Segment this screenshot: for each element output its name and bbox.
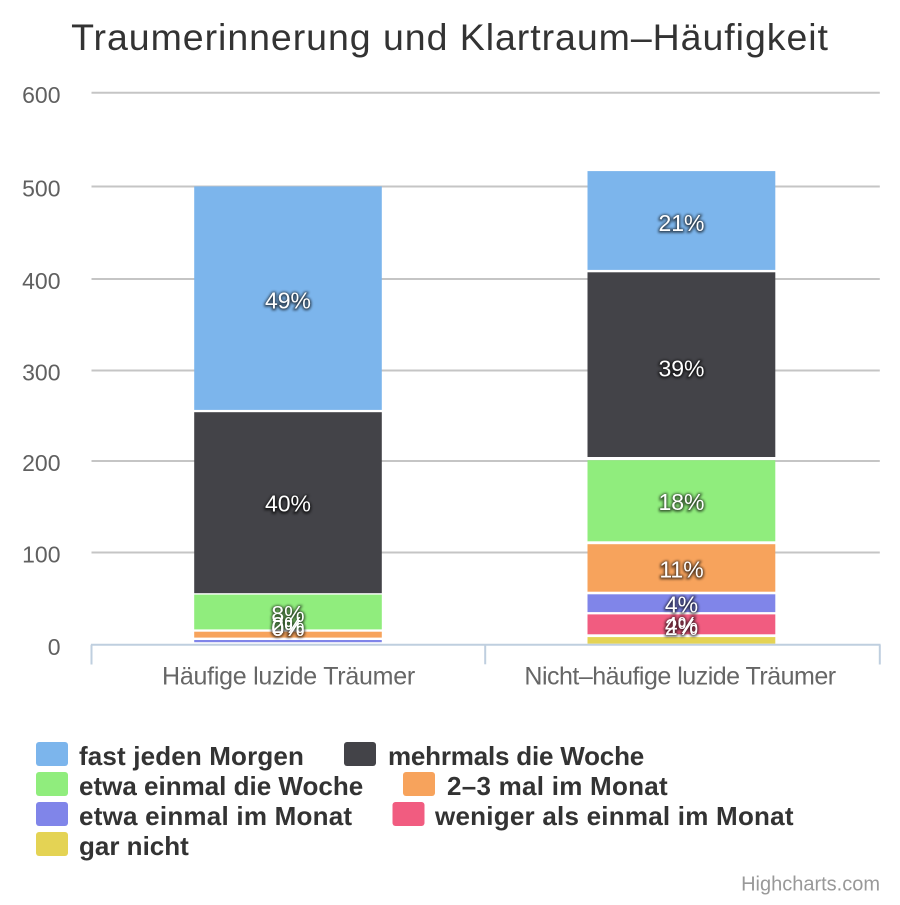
svg-text:8%: 8%	[271, 602, 304, 628]
svg-text:600: 600	[22, 82, 60, 108]
svg-text:etwa einmal im Monat: etwa einmal im Monat	[79, 801, 352, 831]
svg-text:49%: 49%	[265, 288, 311, 314]
svg-text:11%: 11%	[659, 557, 703, 583]
svg-text:fast jeden Morgen: fast jeden Morgen	[79, 741, 304, 771]
svg-text:Highcharts.com: Highcharts.com	[741, 873, 880, 895]
svg-text:18%: 18%	[658, 490, 704, 516]
svg-text:300: 300	[22, 360, 60, 386]
svg-text:2%: 2%	[665, 614, 698, 640]
svg-text:gar nicht: gar nicht	[79, 831, 189, 861]
svg-text:40%: 40%	[265, 491, 311, 517]
svg-text:39%: 39%	[658, 356, 704, 382]
svg-text:Häufige luzide Träumer: Häufige luzide Träumer	[162, 662, 415, 690]
svg-text:Traumerinnerung und Klartraum–: Traumerinnerung und Klartraum–Häufigkeit	[71, 16, 829, 58]
svg-text:0: 0	[48, 634, 61, 660]
svg-text:Nicht–häufige luzide Träumer: Nicht–häufige luzide Träumer	[524, 662, 835, 690]
svg-text:0%: 0%	[271, 615, 304, 641]
svg-text:4%: 4%	[665, 592, 698, 618]
svg-text:0%: 0%	[271, 616, 304, 642]
svg-text:21%: 21%	[658, 211, 704, 237]
svg-text:2%: 2%	[665, 615, 698, 641]
svg-text:21%: 21%	[658, 210, 704, 236]
svg-text:0%: 0%	[271, 616, 304, 642]
svg-text:40%: 40%	[265, 491, 311, 517]
svg-text:weniger als einmal im Monat: weniger als einmal im Monat	[434, 801, 794, 831]
svg-text:100: 100	[22, 542, 60, 568]
svg-text:18%: 18%	[658, 489, 704, 515]
svg-text:mehrmals die Woche: mehrmals die Woche	[388, 741, 644, 771]
svg-text:8%: 8%	[271, 601, 304, 627]
svg-text:4%: 4%	[665, 612, 698, 638]
svg-text:200: 200	[22, 450, 60, 476]
svg-text:400: 400	[22, 268, 60, 294]
svg-text:2%: 2%	[271, 613, 304, 639]
svg-text:500: 500	[22, 176, 60, 202]
svg-text:4%: 4%	[665, 592, 698, 618]
svg-text:0%: 0%	[271, 615, 304, 641]
svg-text:4%: 4%	[665, 613, 698, 639]
svg-text:11%: 11%	[659, 556, 703, 582]
svg-text:etwa einmal die Woche: etwa einmal die Woche	[79, 771, 363, 801]
svg-text:49%: 49%	[265, 287, 311, 313]
svg-text:2%: 2%	[271, 612, 304, 638]
svg-text:39%: 39%	[658, 355, 704, 381]
svg-text:2–3 mal im Monat: 2–3 mal im Monat	[447, 771, 668, 801]
